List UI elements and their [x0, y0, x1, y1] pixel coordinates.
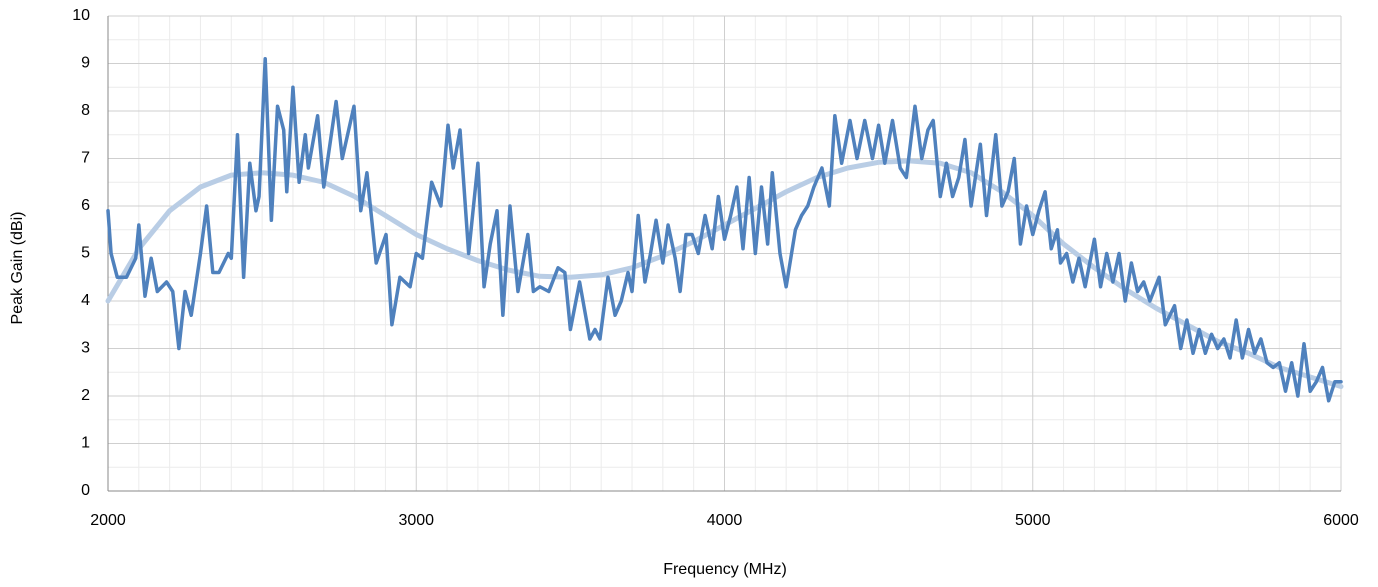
labels: 0 1 2 3 4 5 6 7 8 9 10 2000 3000 4000 5000 6000: [72, 7, 1359, 529]
y-tick-label: 2: [81, 387, 90, 404]
trend-line: [105, 158, 1344, 389]
y-tick-label: 6: [81, 197, 90, 214]
grid: [107, 15, 1342, 492]
measured-line: [106, 57, 1343, 403]
y-tick-label: 7: [81, 150, 90, 167]
y-tick-label: 8: [81, 102, 90, 119]
y-tick-label: 3: [81, 340, 90, 357]
x-tick-label: 5000: [1015, 512, 1051, 529]
y-tick-label: 9: [81, 55, 90, 72]
x-axis-label: Frequency (MHz): [663, 561, 787, 578]
x-tick-label: 4000: [707, 512, 743, 529]
y-tick-label: 4: [81, 292, 90, 309]
y-tick-label: 1: [81, 435, 90, 452]
x-tick-label: 3000: [398, 512, 434, 529]
plot-lines: [105, 57, 1344, 403]
y-axis-label: Peak Gain (dBi): [9, 212, 26, 325]
y-tick-label: 5: [81, 245, 90, 262]
y-tick-label: 0: [81, 482, 90, 499]
y-tick-label: 10: [72, 7, 90, 24]
x-tick-label: 6000: [1323, 512, 1359, 529]
x-tick-label: 2000: [90, 512, 126, 529]
